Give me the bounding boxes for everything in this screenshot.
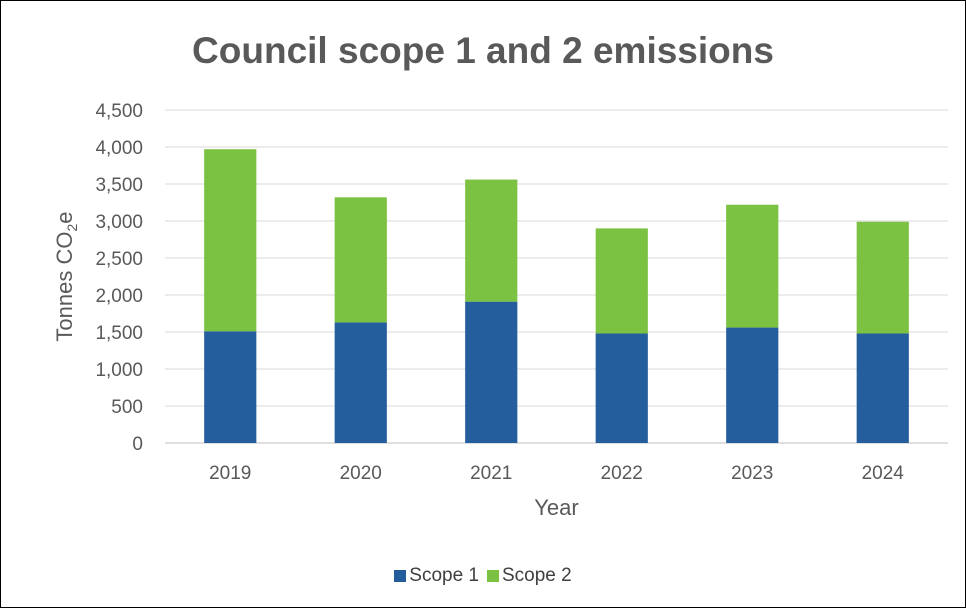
y-tick-label: 1,500 [95,323,143,344]
y-tick-label: 500 [111,397,143,418]
gridlines [165,109,948,444]
bar-scope-2-2019 [204,149,257,332]
y-axis-title-subscript: 2 [64,223,80,231]
y-tick-label: 2,500 [95,249,143,270]
bars [204,149,909,443]
legend: Scope 1 Scope 2 [0,565,966,587]
bar-scope-1-2019 [204,331,257,443]
y-axis-ticks: 0 500 1,000 1,500 2,000 2,500 3,000 3,500 4,000 4… [95,101,143,455]
y-tick-label: 4,000 [95,138,143,159]
x-tick-label: 2023 [731,463,773,484]
bar-scope-2-2022 [595,228,648,334]
legend-swatch-scope-1 [394,570,407,582]
legend-label-scope-2: Scope 2 [502,565,572,586]
x-tick-label: 2021 [470,463,512,484]
y-tick-label: 3,000 [95,212,143,233]
bar-scope-2-2024 [856,221,909,334]
y-tick-label: 0 [132,434,143,455]
x-tick-label: 2022 [601,463,643,484]
bar-scope-1-2021 [465,301,518,443]
legend-item-scope-1: Scope 1 [394,565,479,587]
bar-scope-2-2021 [465,179,518,302]
x-axis-title: Year [534,495,578,520]
x-axis-ticks: 2019 2020 2021 2022 2023 2024 [209,463,904,484]
bar-scope-1-2022 [595,333,648,443]
y-tick-label: 1,000 [95,360,143,381]
y-axis-title: Tonnes CO2e [52,211,80,341]
bar-scope-1-2020 [334,322,387,443]
bar-scope-2-2023 [726,204,779,328]
x-tick-label: 2024 [862,463,905,484]
y-axis-title-end: e [52,211,77,223]
y-axis-title-main: Tonnes CO [52,231,77,341]
y-tick-label: 2,000 [95,286,143,307]
bar-scope-1-2023 [726,327,779,443]
chart-title: Council scope 1 and 2 emissions [192,30,774,71]
legend-item-scope-2: Scope 2 [487,565,572,587]
bar-scope-1-2024 [856,333,909,443]
x-tick-label: 2019 [209,463,251,484]
legend-label-scope-1: Scope 1 [409,565,479,586]
bar-scope-2-2020 [334,197,387,323]
y-tick-label: 4,500 [95,101,143,122]
legend-swatch-scope-2 [487,570,499,582]
y-tick-label: 3,500 [95,175,143,196]
x-tick-label: 2020 [340,463,382,484]
